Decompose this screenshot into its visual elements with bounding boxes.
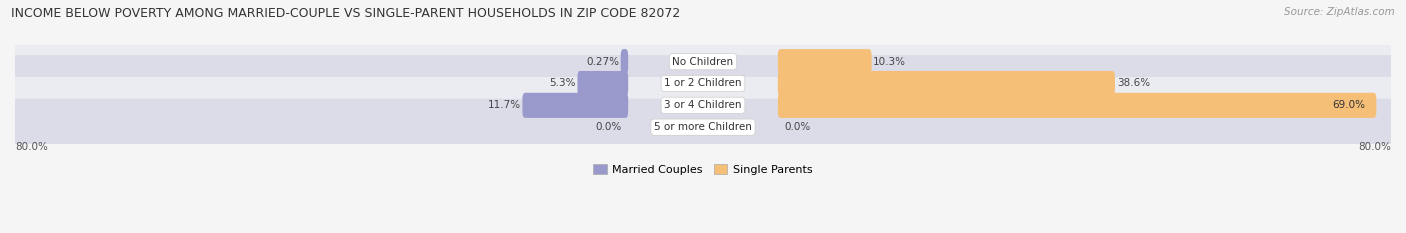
FancyBboxPatch shape xyxy=(523,93,628,118)
FancyBboxPatch shape xyxy=(578,71,628,96)
Text: 69.0%: 69.0% xyxy=(1333,100,1365,110)
Text: No Children: No Children xyxy=(672,57,734,67)
Text: 11.7%: 11.7% xyxy=(488,100,520,110)
Text: 80.0%: 80.0% xyxy=(15,142,48,152)
Text: 5 or more Children: 5 or more Children xyxy=(654,122,752,132)
Text: 3 or 4 Children: 3 or 4 Children xyxy=(664,100,742,110)
FancyBboxPatch shape xyxy=(8,33,1398,90)
Text: 0.27%: 0.27% xyxy=(586,57,619,67)
Text: 5.3%: 5.3% xyxy=(550,79,575,89)
Text: 0.0%: 0.0% xyxy=(595,122,621,132)
Text: 38.6%: 38.6% xyxy=(1116,79,1150,89)
Text: 10.3%: 10.3% xyxy=(873,57,907,67)
FancyBboxPatch shape xyxy=(620,49,628,74)
Legend: Married Couples, Single Parents: Married Couples, Single Parents xyxy=(589,160,817,179)
Text: Source: ZipAtlas.com: Source: ZipAtlas.com xyxy=(1284,7,1395,17)
FancyBboxPatch shape xyxy=(778,93,1376,118)
Text: INCOME BELOW POVERTY AMONG MARRIED-COUPLE VS SINGLE-PARENT HOUSEHOLDS IN ZIP COD: INCOME BELOW POVERTY AMONG MARRIED-COUPL… xyxy=(11,7,681,20)
FancyBboxPatch shape xyxy=(778,71,1115,96)
FancyBboxPatch shape xyxy=(778,49,872,74)
FancyBboxPatch shape xyxy=(8,77,1398,134)
Text: 0.0%: 0.0% xyxy=(785,122,811,132)
FancyBboxPatch shape xyxy=(8,99,1398,156)
Text: 80.0%: 80.0% xyxy=(1358,142,1391,152)
Text: 1 or 2 Children: 1 or 2 Children xyxy=(664,79,742,89)
FancyBboxPatch shape xyxy=(8,55,1398,112)
